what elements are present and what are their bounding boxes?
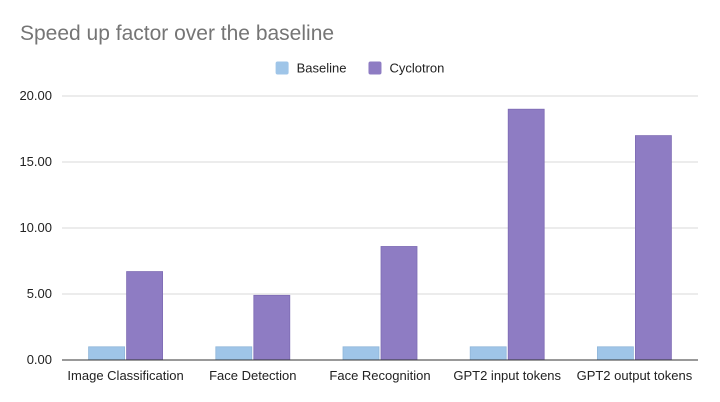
x-tick-label: GPT2 input tokens (453, 368, 561, 383)
bar-baseline-3 (469, 346, 507, 361)
y-tick-label: 0.00 (27, 352, 52, 367)
bar-cyclotron-4 (635, 135, 672, 361)
legend-swatch-cyclotron (368, 61, 382, 75)
legend-label-cyclotron: Cyclotron (389, 61, 444, 76)
x-tick-label: Face Recognition (329, 368, 430, 383)
y-axis-ticks: 0.00 5.00 10.00 15.00 20.00 (19, 88, 52, 367)
y-tick-label: 20.00 (19, 88, 52, 103)
bar-baseline-1 (215, 346, 253, 361)
y-tick-label: 5.00 (27, 286, 52, 301)
bar-cyclotron-2 (380, 246, 418, 361)
bar-cyclotron-0 (126, 271, 163, 361)
x-tick-label: Face Detection (209, 368, 296, 383)
y-tick-label: 15.00 (19, 154, 52, 169)
x-tick-label: Image Classification (67, 368, 183, 383)
bar-baseline-0 (88, 346, 125, 361)
bar-cyclotron-3 (507, 108, 545, 361)
bar-baseline-2 (342, 346, 380, 361)
y-tick-label: 10.00 (19, 220, 52, 235)
legend-label-baseline: Baseline (297, 61, 347, 76)
chart-title: Speed up factor over the baseline (20, 22, 334, 45)
x-tick-label: GPT2 output tokens (577, 368, 693, 383)
x-axis-ticks: Image Classification Face Detection Face R… (67, 368, 692, 383)
bars (88, 108, 672, 361)
legend-swatch-baseline (275, 61, 289, 75)
bar-baseline-4 (597, 346, 634, 361)
legend: Baseline Cyclotron (275, 61, 444, 76)
gridlines (62, 95, 698, 295)
bar-cyclotron-1 (253, 294, 291, 361)
